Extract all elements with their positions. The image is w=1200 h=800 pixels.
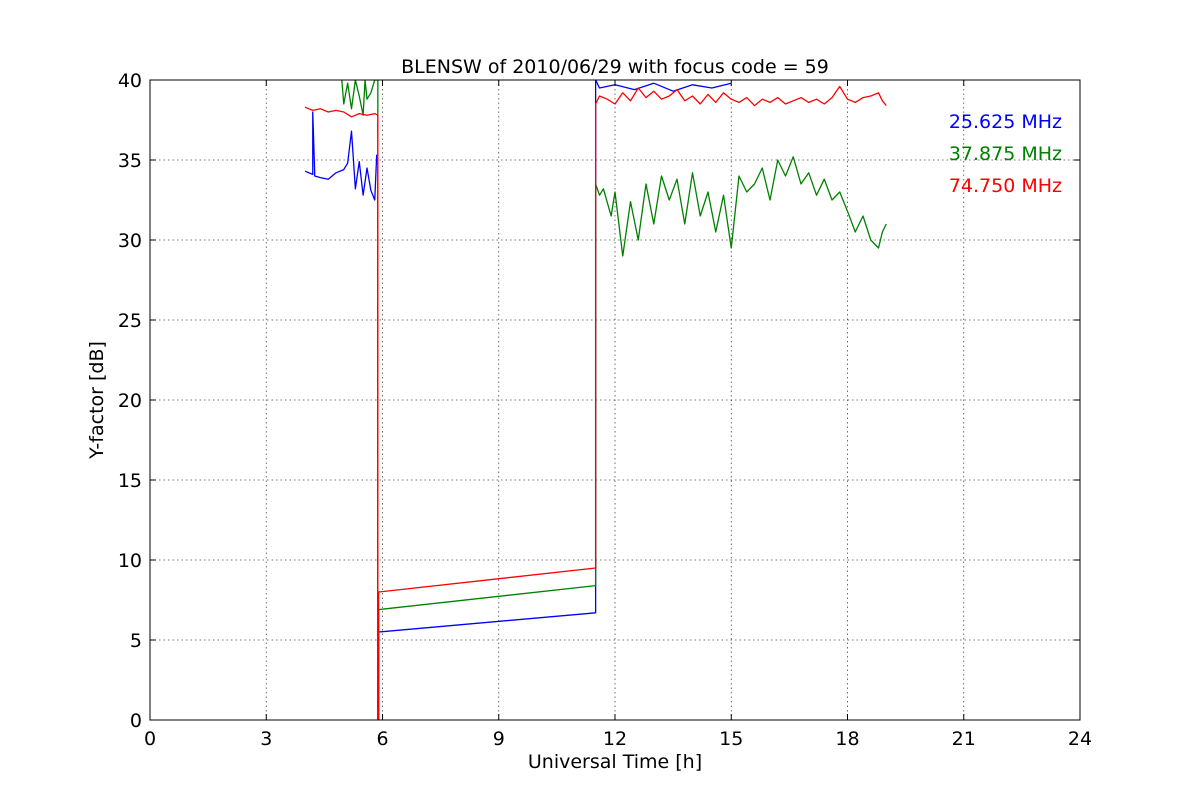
y-tick-label: 15 bbox=[118, 470, 142, 492]
ticks bbox=[149, 79, 1081, 721]
chart-title: BLENSW of 2010/06/29 with focus code = 5… bbox=[401, 56, 829, 78]
y-tick-labels: 0 5 10 15 20 25 30 35 40 bbox=[118, 70, 142, 732]
grid bbox=[150, 80, 1080, 720]
x-tick-label: 21 bbox=[952, 728, 976, 750]
legend: 25.625 MHz 37.875 MHz 74.750 MHz bbox=[949, 111, 1062, 197]
x-tick-label: 3 bbox=[260, 728, 272, 750]
legend-entry-3: 74.750 MHz bbox=[949, 175, 1062, 197]
x-tick-label: 6 bbox=[376, 728, 388, 750]
y-tick-label: 20 bbox=[118, 390, 142, 412]
x-tick-label: 0 bbox=[144, 728, 156, 750]
x-tick-label: 15 bbox=[719, 728, 743, 750]
y-tick-label: 40 bbox=[118, 70, 142, 92]
x-axis-label: Universal Time [h] bbox=[528, 751, 702, 773]
x-tick-label: 12 bbox=[603, 728, 627, 750]
series-line-3 bbox=[304, 85, 887, 720]
series-group bbox=[304, 80, 887, 720]
y-tick-label: 10 bbox=[118, 550, 142, 572]
legend-entry-2: 37.875 MHz bbox=[949, 143, 1062, 165]
y-tick-label: 30 bbox=[118, 230, 142, 252]
y-tick-label: 35 bbox=[118, 150, 142, 172]
y-axis-label: Y-factor [dB] bbox=[86, 341, 108, 460]
x-tick-label: 9 bbox=[493, 728, 505, 750]
y-tick-label: 0 bbox=[130, 710, 142, 732]
x-tick-labels: 0 3 6 9 12 15 18 21 24 bbox=[144, 728, 1092, 750]
y-tick-label: 25 bbox=[118, 310, 142, 332]
y-tick-label: 5 bbox=[130, 630, 142, 652]
x-tick-label: 24 bbox=[1068, 728, 1092, 750]
x-tick-label: 18 bbox=[835, 728, 859, 750]
series-line-2 bbox=[341, 80, 887, 720]
series-line-1 bbox=[304, 80, 732, 720]
legend-entry-1: 25.625 MHz bbox=[949, 111, 1062, 133]
